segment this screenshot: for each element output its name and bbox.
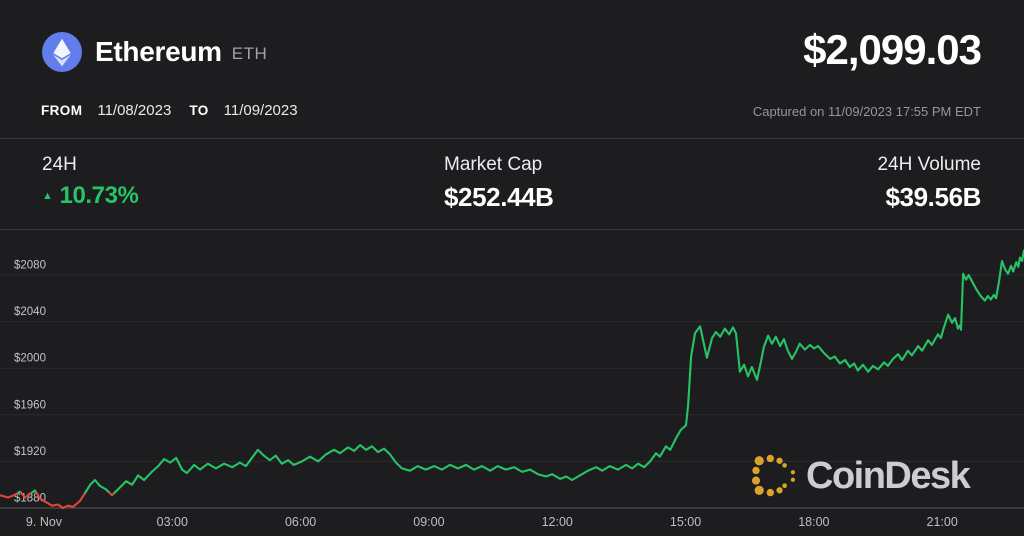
to-date[interactable]: 11/09/2023 [223, 102, 298, 119]
svg-text:15:00: 15:00 [670, 515, 701, 529]
date-range: FROM 11/08/2023 TO 11/09/2023 [41, 102, 298, 119]
svg-text:06:00: 06:00 [285, 515, 316, 529]
change-percent: 10.73% [59, 182, 139, 209]
stat-market-cap: Market Cap $252.44B [444, 139, 554, 213]
from-label: FROM [41, 103, 83, 118]
svg-text:$2080: $2080 [14, 260, 46, 272]
change-label: 24H [42, 154, 77, 175]
coindesk-logo-icon [751, 454, 796, 497]
svg-text:$2040: $2040 [14, 306, 46, 318]
stat-24h-change: 24H ▲ 10.73% [42, 139, 139, 210]
svg-text:$1960: $1960 [14, 399, 46, 411]
change-value: ▲ 10.73% [42, 182, 139, 210]
svg-text:$2000: $2000 [14, 353, 46, 365]
coin-name: Ethereum [95, 36, 222, 67]
svg-text:09:00: 09:00 [413, 515, 444, 529]
from-date[interactable]: 11/08/2023 [97, 102, 172, 119]
market-cap-value: $252.44B [444, 182, 554, 212]
coin-brand: Ethereum ETH [42, 30, 267, 74]
volume-value: $39.56B [885, 182, 982, 212]
coindesk-watermark: CoinDesk [750, 452, 971, 500]
svg-text:18:00: 18:00 [798, 515, 829, 529]
market-cap-label: Market Cap [444, 154, 543, 175]
to-label: TO [189, 103, 209, 118]
ethereum-logo-icon [42, 32, 82, 72]
coindesk-wordmark: CoinDesk [806, 454, 971, 497]
up-triangle-icon: ▲ [42, 189, 53, 202]
stats-row: 24H ▲ 10.73% Market Cap $252.44B 24H Vol… [0, 138, 1024, 230]
current-price: $2,099.03 [803, 26, 982, 73]
volume-label: 24H Volume [877, 154, 981, 175]
svg-text:12:00: 12:00 [542, 515, 573, 529]
stat-24h-volume: 24H Volume $39.56B [877, 139, 981, 213]
coin-ticker: ETH [231, 44, 268, 63]
price-chart[interactable]: $1880 $1920 $1960 $2000 $2040 $2080 9. Nov 03:0… [0, 228, 1024, 536]
svg-text:03:00: 03:00 [157, 515, 188, 529]
svg-text:$1920: $1920 [14, 446, 46, 458]
captured-timestamp: Captured on 11/09/2023 17:55 PM EDT [752, 104, 981, 119]
svg-text:21:00: 21:00 [927, 515, 958, 529]
svg-text:9. Nov: 9. Nov [26, 515, 63, 529]
